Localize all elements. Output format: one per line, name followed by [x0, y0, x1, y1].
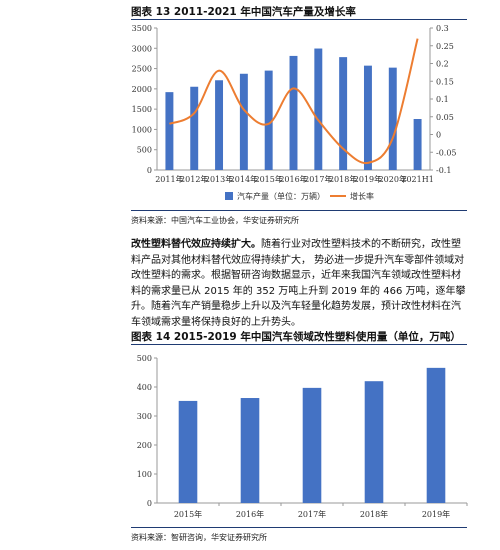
y-tick-label: 100	[137, 470, 152, 479]
category-label: 2016年	[236, 509, 264, 519]
production-bar	[413, 119, 422, 170]
right-tick-label: 0.1	[436, 95, 449, 104]
legend-growth-label: 增长率	[350, 191, 374, 201]
right-tick-label: -0.05	[436, 148, 457, 157]
right-tick-label: 0.2	[436, 60, 449, 69]
category-label: 2017年	[298, 509, 326, 519]
category-label: 2012年	[180, 174, 208, 184]
category-label: 2021H1	[401, 175, 433, 184]
figure14-title: 图表 14 2015-2019 年中国汽车领域改性塑料使用量（单位，万吨）	[131, 331, 461, 343]
figure14-source: 资料来源：智研咨询，华安证券研究所	[131, 533, 267, 542]
figure14-bottom-rule	[131, 527, 467, 528]
category-label: 2016年	[279, 174, 307, 184]
figure13-title: 图表 13 2011-2021 年中国汽车产量及增长率	[131, 6, 356, 18]
growth-rate-line	[169, 38, 419, 165]
category-label: 2020年	[379, 174, 407, 184]
chart13-legend: 汽车产量（单位：万辆） 增长率	[225, 191, 374, 201]
category-label: 2017年	[304, 174, 332, 184]
category-label: 2019年	[422, 509, 450, 519]
production-bar	[264, 70, 273, 170]
category-label: 2015年	[174, 509, 202, 519]
category-label: 2019年	[354, 174, 382, 184]
production-bar	[339, 57, 348, 170]
usage-bar	[426, 367, 446, 503]
production-growth-chart: 0 500 1000 1500 2000 2500 3000 3500 -0.1 -0.05 0 0.…	[132, 24, 457, 201]
production-bar	[363, 65, 372, 170]
legend-production-label: 汽车产量（单位：万辆）	[237, 191, 325, 201]
left-tick-label: 3000	[132, 44, 152, 53]
paragraph-lead: 改性塑料替代效应持续扩大。	[131, 239, 261, 250]
category-label: 2015年	[255, 174, 283, 184]
production-bar	[388, 67, 397, 170]
usage-bar	[240, 398, 260, 503]
production-bar	[165, 92, 174, 170]
category-label: 2013年	[205, 174, 233, 184]
usage-bar	[302, 387, 322, 503]
left-tick-label: 3500	[132, 24, 152, 33]
y-tick-label: 200	[137, 441, 152, 450]
figure13-source: 资料来源：中国汽车工业协会，华安证券研究所	[131, 216, 299, 225]
right-tick-label: -0.1	[436, 166, 451, 175]
right-tick-label: 0.25	[436, 42, 454, 51]
category-label: 2018年	[329, 174, 357, 184]
category-label: 2014年	[230, 174, 258, 184]
paragraph-body: 随着行业对改性塑料技术的不断研究，改性塑料产品对其他材料替代效应得持续扩大， 势…	[131, 239, 466, 328]
body-paragraph: 改性塑料替代效应持续扩大。随着行业对改性塑料技术的不断研究，改性塑料产品对其他材…	[131, 237, 469, 330]
category-label: 2011年	[155, 174, 183, 184]
left-tick-label: 0	[147, 166, 152, 175]
left-tick-label: 1000	[132, 125, 152, 134]
production-bar	[239, 73, 248, 170]
figure13-bottom-rule	[131, 210, 467, 211]
y-tick-label: 0	[147, 499, 152, 508]
figure14-rule	[131, 344, 467, 345]
modified-plastics-usage-chart: 0 100 200 300 400 500 2015年 2016年 2017年 2018年 2019…	[137, 354, 468, 519]
production-bar	[190, 86, 199, 170]
right-tick-label: 0	[436, 131, 441, 140]
y-tick-label: 500	[137, 354, 152, 363]
usage-bar	[364, 381, 384, 503]
right-tick-label: 0.3	[436, 24, 449, 33]
figure13-rule	[131, 19, 467, 20]
left-tick-label: 2500	[132, 65, 152, 74]
right-tick-label: 0.15	[436, 77, 454, 86]
right-tick-label: 0.05	[436, 113, 454, 122]
left-tick-label: 500	[137, 146, 152, 155]
production-bar	[314, 48, 323, 170]
left-tick-label: 1500	[132, 105, 152, 114]
left-tick-label: 2000	[132, 85, 152, 94]
y-tick-label: 300	[137, 412, 152, 421]
legend-production-swatch	[225, 192, 233, 200]
production-bar	[289, 55, 298, 170]
production-bar	[215, 80, 224, 170]
category-label: 2018年	[360, 509, 388, 519]
usage-bar	[178, 400, 198, 503]
y-tick-label: 400	[137, 383, 152, 392]
